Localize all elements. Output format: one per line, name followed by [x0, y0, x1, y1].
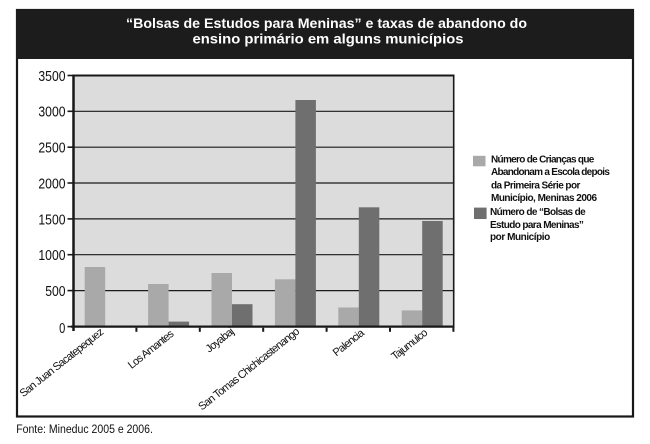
svg-text:Abandonam a Escola depois: Abandonam a Escola depois [491, 167, 610, 178]
svg-text:3500: 3500 [38, 69, 65, 85]
svg-text:1000: 1000 [38, 248, 65, 264]
svg-text:da Primeira Série por: da Primeira Série por [491, 180, 580, 191]
svg-text:2000: 2000 [38, 176, 65, 192]
svg-text:San Juan Sacatepequez: San Juan Sacatepequez [18, 326, 107, 400]
svg-text:Joyabaj: Joyabaj [204, 326, 237, 356]
svg-text:Los Amantes: Los Amantes [126, 328, 177, 372]
svg-text:500: 500 [45, 284, 65, 300]
svg-text:Número de Crianças que: Número de Crianças que [491, 154, 595, 165]
svg-text:0: 0 [59, 321, 65, 337]
svg-text:Número de “Bolsas de: Número de “Bolsas de [490, 207, 586, 218]
svg-text:“Bolsas de Estudos para Menina: “Bolsas de Estudos para Meninas” e taxas… [126, 16, 527, 32]
svg-text:por Município: por Município [490, 232, 550, 243]
svg-text:Tajumulco: Tajumulco [389, 327, 430, 363]
svg-text:3000: 3000 [38, 105, 65, 121]
svg-text:Município, Meninas 2006: Município, Meninas 2006 [491, 193, 597, 204]
svg-text:Palencia: Palencia [331, 326, 368, 359]
svg-text:1500: 1500 [38, 212, 65, 228]
svg-text:ensino primário em alguns muni: ensino primário em alguns municípios [193, 32, 464, 48]
svg-text:Estudo para Meninas”: Estudo para Meninas” [490, 220, 584, 231]
svg-text:Fonte: Mineduc 2005 e 2006.: Fonte: Mineduc 2005 e 2006. [16, 424, 153, 436]
svg-text:2500: 2500 [38, 141, 65, 157]
